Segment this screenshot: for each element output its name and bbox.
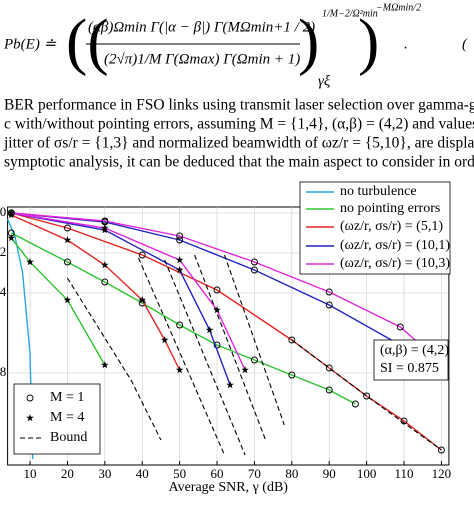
legend-label: (ωz/r, σs/r) = (5,1) (340, 219, 443, 234)
legend-label: (ωz/r, σs/r) = (10,3) (340, 256, 450, 271)
x-tick-label: 60 (211, 466, 224, 481)
marker (63, 258, 71, 266)
marker (101, 224, 109, 232)
paragraph: BER performance in FSO links using trans… (3, 97, 474, 171)
marker (213, 286, 221, 294)
series-line (10, 232, 356, 405)
paragraph-line: BER performance in FSO links using trans… (4, 97, 474, 114)
x-tick-label: 80 (285, 466, 298, 481)
paren: ) (298, 6, 319, 77)
eq-number: ( (462, 36, 468, 52)
annotation: SI = 0.875 (380, 361, 439, 376)
paragraph-line: c with/without pointing errors, assuming… (4, 116, 474, 133)
marker (175, 266, 184, 274)
legend-label: no pointing errors (340, 201, 440, 216)
marker (396, 323, 404, 331)
paragraph-line: jitter of σs/r = {1,3} and normalized be… (3, 135, 474, 152)
legend-label: (ωz/r, σs/r) = (10,1) (340, 238, 450, 253)
marker (325, 386, 333, 394)
paragraph-line: symptotic analysis, it can be deduced th… (4, 154, 474, 171)
legend-label: Bound (50, 430, 87, 445)
marker (7, 234, 16, 242)
series-line (66, 254, 442, 456)
y-tick-label: 4 (0, 284, 7, 299)
y-tick-label: 8 (0, 364, 6, 379)
annotation-box (373, 339, 449, 381)
marker (101, 261, 109, 269)
marker (288, 371, 296, 379)
eq-numerator: (αβ)Ωmin Γ(|α − β|) Γ(MΩmin+1 / 2) (88, 19, 315, 35)
marker (101, 361, 109, 369)
marker (63, 296, 72, 304)
marker (138, 251, 146, 259)
eq-middle-exp: −2/Ω²min (338, 8, 378, 19)
marker (226, 381, 234, 389)
eq-inner-exp: 1/M (322, 8, 339, 19)
marker (250, 266, 258, 274)
marker (363, 392, 371, 400)
marker (7, 209, 16, 217)
eq-factor: γξ (318, 73, 331, 89)
marker (26, 258, 34, 266)
x-tick-label: 30 (98, 466, 111, 481)
marker (160, 336, 169, 344)
marker (325, 364, 333, 372)
x-tick-label: 90 (323, 466, 336, 481)
chart: 10 20 30 40 50 60 70 80 90 100 110 120 0 2 4 8 Average S… (0, 181, 452, 495)
x-tick-label: 50 (173, 466, 186, 481)
eq-period: . (404, 36, 408, 52)
marker (250, 356, 258, 364)
legend-box (299, 181, 451, 275)
x-axis-label: Average SNR, γ (dB) (169, 480, 289, 495)
marker (400, 417, 408, 425)
x-tick-label: 70 (248, 466, 261, 481)
marker (138, 296, 146, 304)
x-tick-label: 120 (432, 466, 452, 481)
paren: (( (66, 6, 109, 77)
marker (288, 336, 296, 344)
marker (63, 236, 72, 244)
marker (250, 258, 258, 266)
marker (175, 366, 184, 374)
marker (63, 224, 71, 232)
equation: Pb(E) ≐ (( (αβ)Ωmin Γ(|α − β|) Γ(MΩmin+1… (3, 2, 468, 89)
paren: ) (358, 6, 379, 77)
marker (325, 288, 333, 296)
x-tick-label: 100 (357, 466, 377, 481)
x-tick-label: 110 (395, 466, 414, 481)
marker (176, 321, 184, 329)
legend-label: M = 4 (50, 410, 84, 425)
legend-label: M = 1 (50, 390, 84, 405)
marker (26, 394, 34, 402)
marker (176, 232, 184, 240)
eq-lhs: Pb(E) ≐ (3, 36, 57, 52)
marker (325, 301, 333, 309)
y-tick-label: 2 (0, 244, 6, 259)
x-tick-label: 10 (24, 466, 37, 481)
marker (175, 256, 184, 264)
marker (241, 366, 249, 374)
marker (351, 400, 359, 408)
eq-outer-exp: −MΩmin/2 (376, 2, 421, 13)
marker (176, 236, 184, 244)
marker (101, 217, 109, 225)
x-tick-label: 20 (61, 466, 74, 481)
marker (437, 446, 445, 454)
marker (26, 414, 34, 422)
marker (205, 326, 214, 334)
eq-denominator: (2√π)1/M Γ(Ωmax) Γ(Ωmin + 1) (104, 51, 300, 67)
y-tick-label: 0 (0, 204, 6, 219)
marker (213, 306, 221, 314)
marker (101, 278, 109, 286)
legend-label: no turbulence (340, 184, 417, 199)
x-tick-label: 40 (136, 466, 149, 481)
annotation: (α,β) = (4,2) (380, 343, 449, 358)
